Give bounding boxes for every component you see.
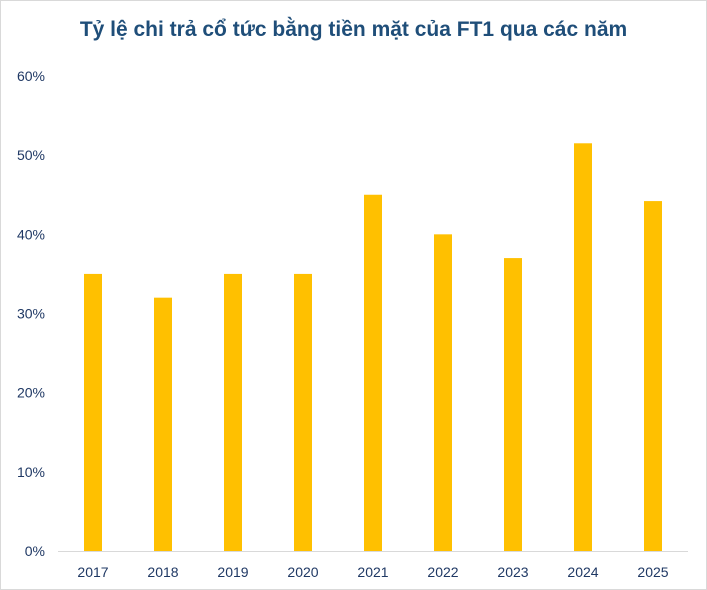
x-tick-label: 2025 xyxy=(637,564,668,580)
y-tick-label: 10% xyxy=(17,464,45,480)
y-tick-label: 0% xyxy=(25,543,45,559)
y-tick-label: 40% xyxy=(17,226,45,242)
y-tick-label: 20% xyxy=(17,385,45,401)
y-tick-label: 50% xyxy=(17,147,45,163)
bar-2021 xyxy=(364,194,382,551)
bar-2025 xyxy=(644,201,662,552)
bar-2022 xyxy=(434,234,452,552)
chart-title: Tỷ lệ chi trả cổ tức bằng tiền mặt của F… xyxy=(79,18,628,41)
bar-2018 xyxy=(154,297,172,551)
x-tick-label: 2018 xyxy=(147,564,178,580)
x-tick-label: 2017 xyxy=(77,564,108,580)
x-tick-label: 2021 xyxy=(357,564,388,580)
bar-2019 xyxy=(224,273,242,551)
y-tick-label: 30% xyxy=(17,306,45,322)
x-tick-label: 2019 xyxy=(217,564,248,580)
bars xyxy=(84,143,662,552)
x-axis-ticks: 2017 2018 2019 2020 2021 2022 2023 2024 2025 xyxy=(77,564,668,580)
bar-2023 xyxy=(504,258,522,551)
bar-2017 xyxy=(84,273,102,551)
bar-2024 xyxy=(574,143,592,551)
y-axis-ticks: 0% 10% 20% 30% 40% 50% 60% xyxy=(17,68,45,559)
x-tick-label: 2020 xyxy=(287,564,318,580)
y-tick-label: 60% xyxy=(17,68,45,84)
bar-2020 xyxy=(294,273,312,551)
x-tick-label: 2023 xyxy=(497,564,528,580)
x-tick-label: 2022 xyxy=(427,564,458,580)
x-tick-label: 2024 xyxy=(567,564,598,580)
